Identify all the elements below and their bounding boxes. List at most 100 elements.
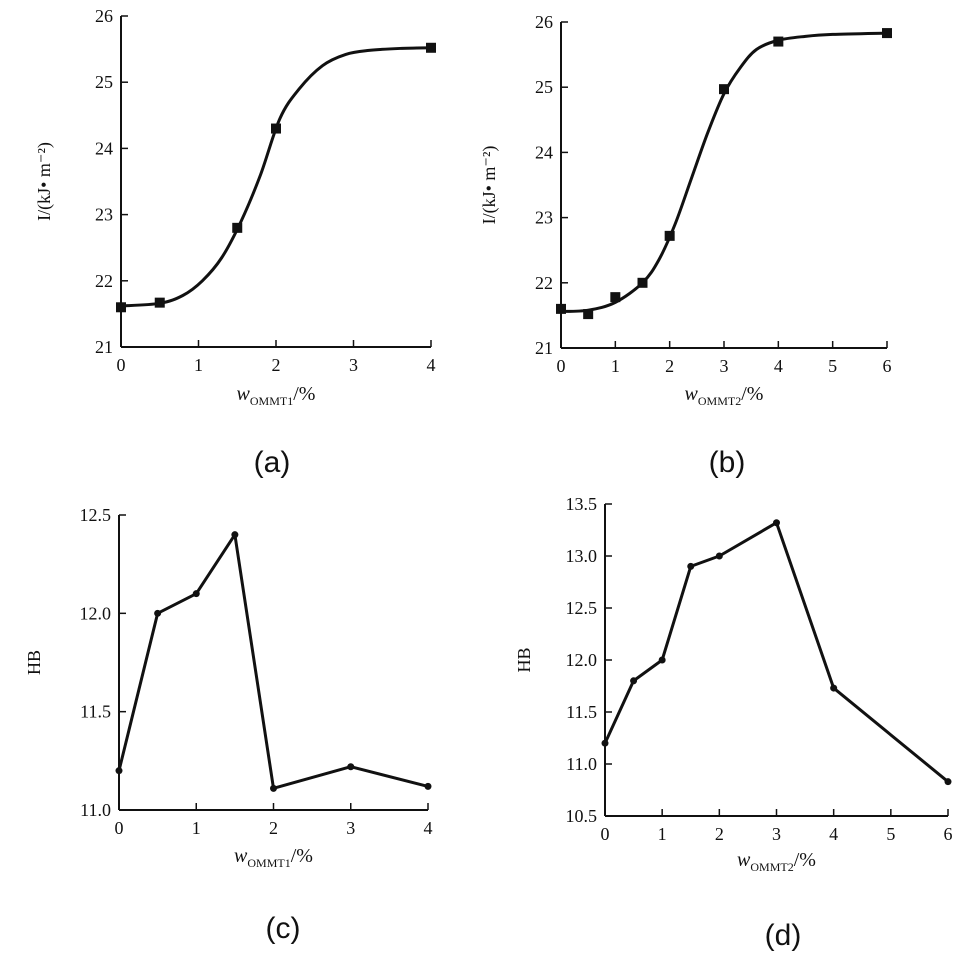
data-point bbox=[556, 303, 566, 314]
data-point bbox=[773, 36, 784, 47]
x-tick-label: 5 bbox=[886, 824, 895, 844]
panel-label: (a) bbox=[254, 446, 291, 479]
y-tick-label: 10.5 bbox=[566, 806, 598, 826]
x-tick: 4 bbox=[424, 803, 433, 838]
y-tick: 26 bbox=[95, 6, 128, 26]
y-axis-label: I/(kJ• m⁻²) bbox=[479, 146, 500, 225]
y-tick-label: 21 bbox=[95, 337, 113, 357]
y-tick-label: 22 bbox=[95, 271, 113, 291]
data-point bbox=[630, 677, 638, 685]
data-point bbox=[115, 767, 123, 775]
x-tick: 3 bbox=[349, 340, 358, 375]
x-axis-label-unit: /% bbox=[293, 383, 315, 405]
x-tick: 3 bbox=[346, 803, 355, 838]
data-point bbox=[231, 531, 239, 539]
x-axis-label-sub: OMMT2 bbox=[698, 394, 741, 408]
y-tick: 24 bbox=[535, 142, 568, 162]
x-tick: 2 bbox=[715, 809, 724, 844]
y-axis-label: HB bbox=[24, 650, 44, 675]
data-point bbox=[154, 609, 162, 617]
x-axis-label-unit: /% bbox=[794, 849, 816, 871]
y-tick: 23 bbox=[95, 205, 128, 225]
y-tick-label: 26 bbox=[535, 12, 553, 32]
x-tick: 1 bbox=[192, 803, 201, 838]
x-tick-label: 2 bbox=[665, 356, 674, 376]
x-tick: 0 bbox=[601, 809, 610, 844]
x-axis-label-sub: OMMT2 bbox=[750, 860, 793, 874]
x-tick: 6 bbox=[944, 809, 953, 844]
x-axis-label: wOMMT1/% bbox=[234, 845, 313, 870]
data-point bbox=[773, 519, 780, 527]
x-axis-label-sub: OMMT1 bbox=[247, 856, 290, 870]
y-tick: 12.0 bbox=[80, 603, 126, 623]
x-tick: 4 bbox=[427, 340, 436, 375]
y-tick: 23 bbox=[535, 208, 568, 228]
series-line bbox=[603, 521, 949, 783]
y-tick: 12.5 bbox=[80, 505, 126, 525]
y-tick: 11.5 bbox=[80, 702, 126, 722]
y-tick-label: 25 bbox=[95, 72, 113, 92]
y-tick: 12.5 bbox=[566, 598, 612, 618]
y-tick-label: 11.0 bbox=[80, 800, 111, 820]
y-tick: 10.5 bbox=[566, 806, 612, 826]
x-tick-label: 3 bbox=[772, 824, 781, 844]
y-tick-label: 11.5 bbox=[80, 702, 111, 722]
y-tick-label: 22 bbox=[535, 273, 553, 293]
x-tick: 6 bbox=[883, 341, 892, 376]
data-point bbox=[944, 778, 952, 786]
x-axis-label-main: w bbox=[685, 383, 699, 405]
y-tick-label: 12.5 bbox=[80, 505, 112, 525]
series-line bbox=[120, 46, 432, 308]
y-tick: 21 bbox=[535, 338, 568, 358]
x-tick-label: 3 bbox=[346, 818, 355, 838]
x-tick: 1 bbox=[658, 809, 667, 844]
x-axis-label: wOMMT1/% bbox=[237, 383, 316, 408]
x-tick: 0 bbox=[557, 341, 566, 376]
panel-label: (b) bbox=[709, 446, 746, 479]
x-tick: 0 bbox=[117, 340, 126, 375]
y-tick-label: 23 bbox=[535, 208, 553, 228]
y-tick-label: 11.5 bbox=[566, 702, 597, 722]
data-point bbox=[719, 84, 729, 95]
y-tick-label: 21 bbox=[535, 338, 553, 358]
data-point bbox=[270, 784, 277, 792]
data-point bbox=[232, 222, 243, 233]
x-axis-label-main: w bbox=[234, 845, 248, 867]
x-tick-label: 0 bbox=[115, 818, 124, 838]
x-tick-label: 2 bbox=[269, 818, 278, 838]
data-point bbox=[882, 28, 892, 39]
y-tick: 22 bbox=[535, 273, 568, 293]
data-point bbox=[715, 552, 723, 560]
y-axis-label: I/(kJ• m⁻²) bbox=[34, 142, 55, 221]
x-tick: 4 bbox=[829, 809, 838, 844]
x-tick: 3 bbox=[720, 341, 729, 376]
x-tick: 2 bbox=[665, 341, 674, 376]
y-tick-label: 11.0 bbox=[566, 754, 597, 774]
series-line bbox=[560, 31, 888, 313]
y-tick-label: 12.0 bbox=[566, 650, 598, 670]
x-tick: 1 bbox=[611, 341, 620, 376]
y-tick-label: 25 bbox=[535, 77, 553, 97]
chart-panel-3: 11.0 11.5 12.0 12.5 0 1 2 3 4 HB wOMMT1/% (c) bbox=[24, 505, 433, 945]
x-tick-label: 0 bbox=[601, 824, 610, 844]
x-tick-label: 0 bbox=[117, 355, 126, 375]
x-tick-label: 0 bbox=[557, 356, 566, 376]
x-tick-label: 4 bbox=[424, 818, 433, 838]
x-tick-label: 4 bbox=[427, 355, 436, 375]
x-tick-label: 5 bbox=[828, 356, 837, 376]
x-tick-label: 2 bbox=[272, 355, 281, 375]
x-tick-label: 4 bbox=[774, 356, 783, 376]
data-point bbox=[426, 42, 436, 53]
chart-panel-4: 10.5 11.0 11.5 12.0 12.5 13.0 13.5 0 1 2 3 4 5 6 HB wOM… bbox=[514, 494, 953, 952]
x-tick: 1 bbox=[194, 340, 203, 375]
data-point bbox=[658, 656, 666, 664]
x-axis-label-sub: OMMT1 bbox=[250, 394, 293, 408]
x-tick: 0 bbox=[115, 803, 124, 838]
y-tick-label: 24 bbox=[95, 138, 113, 158]
x-axis-label-main: w bbox=[737, 849, 751, 871]
data-point bbox=[116, 302, 126, 313]
y-tick-label: 13.5 bbox=[566, 494, 598, 514]
data-point bbox=[664, 230, 675, 241]
